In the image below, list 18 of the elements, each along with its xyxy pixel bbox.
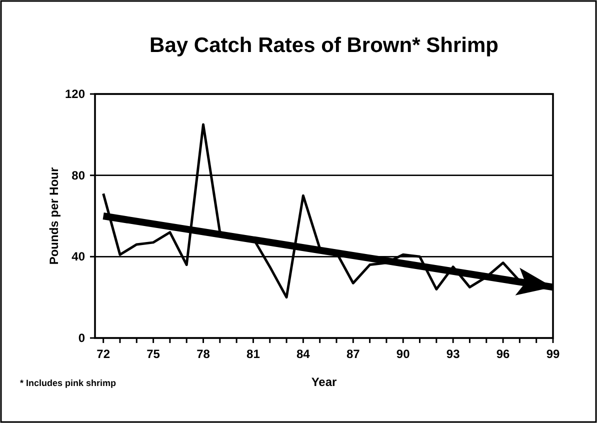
x-axis-title: Year bbox=[311, 375, 338, 389]
x-tick-label: 84 bbox=[296, 347, 310, 361]
y-axis-title: Pounds per Hour bbox=[47, 167, 61, 265]
chart-title: Bay Catch Rates of Brown* Shrimp bbox=[150, 34, 498, 57]
x-tick-label: 78 bbox=[196, 347, 210, 361]
y-tick-label: 80 bbox=[72, 168, 86, 182]
y-tick-label: 120 bbox=[64, 87, 86, 101]
x-tick-label: 90 bbox=[396, 347, 410, 361]
y-tick-label: 0 bbox=[78, 331, 86, 345]
x-tick-label: 96 bbox=[496, 347, 510, 361]
x-tick-label: 75 bbox=[146, 347, 160, 361]
text: * Includes pink shrimp bbox=[20, 378, 117, 388]
x-tick-label: 87 bbox=[346, 347, 360, 361]
x-tick-label: 81 bbox=[246, 347, 260, 361]
x-tick-label: 72 bbox=[96, 347, 110, 361]
y-tick-label: 40 bbox=[72, 250, 86, 264]
x-tick-label: 99 bbox=[546, 347, 560, 361]
x-tick-label: 93 bbox=[446, 347, 460, 361]
